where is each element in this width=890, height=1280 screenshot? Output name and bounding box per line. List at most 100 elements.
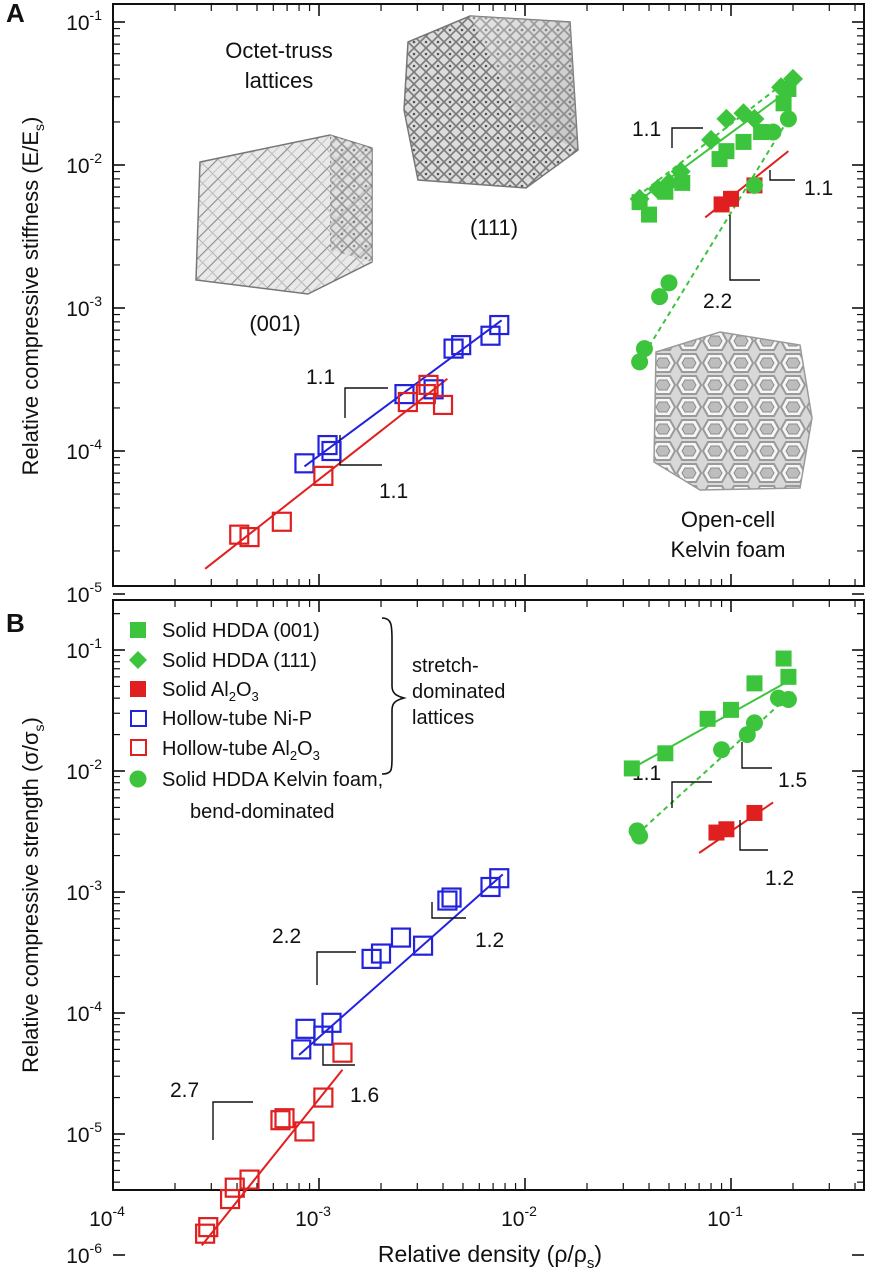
data-point [631,827,649,845]
slope-label: 2.2 [703,290,732,313]
data-point [321,440,342,462]
slope-leader [741,742,772,769]
data-point [239,1169,260,1190]
data-point [658,172,679,193]
data-point [713,741,731,759]
data-point [489,314,510,336]
lattice-111-label: (111) [470,215,518,240]
legend-label-hollow-nip: Hollow-tube Ni-P [162,708,312,730]
x-tick-label: 10-3 [295,1203,331,1231]
octet-title-line1: Octet-truss [225,38,333,63]
data-point [274,1108,295,1129]
y-tick-label: 10-2 [66,150,102,178]
data-point [317,434,338,456]
slope-leader [344,387,388,418]
legend-bracket-text-2: dominated [412,681,505,703]
data-point [783,68,804,89]
legend-label-hdda-001: Solid HDDA (001) [162,620,320,642]
slope-leader [431,902,466,919]
x-tick-label: 10-1 [707,1203,743,1231]
data-point [641,206,658,223]
legend-brace [381,617,407,775]
fit-line [638,118,790,363]
data-point [390,927,412,948]
data-point [651,288,669,306]
data-point [443,338,464,359]
data-point [670,161,691,182]
data-point [294,453,315,474]
slope-leader [316,951,356,985]
data-point [780,668,797,685]
legend-marker-kelvin [129,770,147,788]
data-point [271,511,292,532]
data-point [489,868,510,889]
y-tick-label: 10-5 [66,579,102,607]
slope-leader [671,781,712,808]
data-point [451,335,472,356]
slope-leader [671,127,703,148]
panel-a-label: A [6,0,25,28]
legend: Solid HDDA (001) Solid HDDA (111) Solid … [129,617,505,823]
fit-line [636,691,794,836]
slope-leader [212,1101,253,1140]
slope-label: 1.1 [804,177,833,200]
data-point [744,108,765,129]
legend-marker-hollow-nip [130,710,147,727]
data-point [779,690,797,708]
panel-b-frame [112,599,865,1191]
data-point [418,374,439,395]
octet-truss-111-image [403,15,579,189]
kelvin-foam-image [653,331,813,491]
panel-b-label: B [6,608,25,638]
legend-bracket-text-3: lattices [412,707,474,729]
data-point [631,353,649,371]
data-point [229,524,250,545]
data-point [660,274,678,292]
data-point [746,675,763,692]
data-point [745,176,763,194]
y-tick-label: 10-1 [66,7,102,35]
slope-label: 1.1 [632,118,661,141]
y-tick-label: 10-4 [66,436,102,464]
slope-label: 1.6 [350,1084,379,1107]
slope-leader [739,820,768,851]
slope-label: 1.5 [778,769,807,792]
octet-title-line2: lattices [245,68,313,93]
data-point [370,943,392,964]
y-tick-label: 10-4 [66,998,102,1026]
y-tick-label: 10-6 [66,1240,102,1268]
data-point [219,1188,241,1210]
panel-b-ylabel: Relative compressive strength (σ/σs) [18,717,47,1073]
data-point [441,887,462,908]
data-point [332,1042,353,1063]
x-tick-label: 10-2 [501,1203,537,1231]
data-point [718,821,735,838]
slope-leader [769,170,795,181]
octet-truss-001-image [195,134,373,295]
fit-line [201,1069,344,1247]
data-point [294,1121,315,1142]
y-tick-label: 10-3 [66,293,102,321]
legend-label-hollow-al2o3: Hollow-tube Al2O3 [162,738,320,763]
slope-leader [729,215,760,281]
legend-marker-hdda-111 [129,651,147,669]
data-point [291,1039,312,1060]
data-point [723,701,739,718]
x-axis-label: Relative density (ρ/ρs) [378,1241,602,1272]
data-point [629,188,650,209]
slope-label: 1.2 [765,867,794,890]
legend-bracket-text-1: stretch- [412,655,479,677]
y-tick-label: 10-5 [66,1119,102,1147]
data-point [764,123,782,141]
data-point [699,710,716,727]
data-point [432,394,454,416]
slope-leader [322,1045,355,1066]
slope-label: 1.2 [475,929,504,952]
slope-label: 2.2 [272,925,301,948]
data-point [735,133,752,150]
y-tick-label: 10-1 [66,635,102,663]
data-point [635,340,653,358]
legend-marker-hdda-001 [130,622,146,638]
data-point [716,108,737,129]
